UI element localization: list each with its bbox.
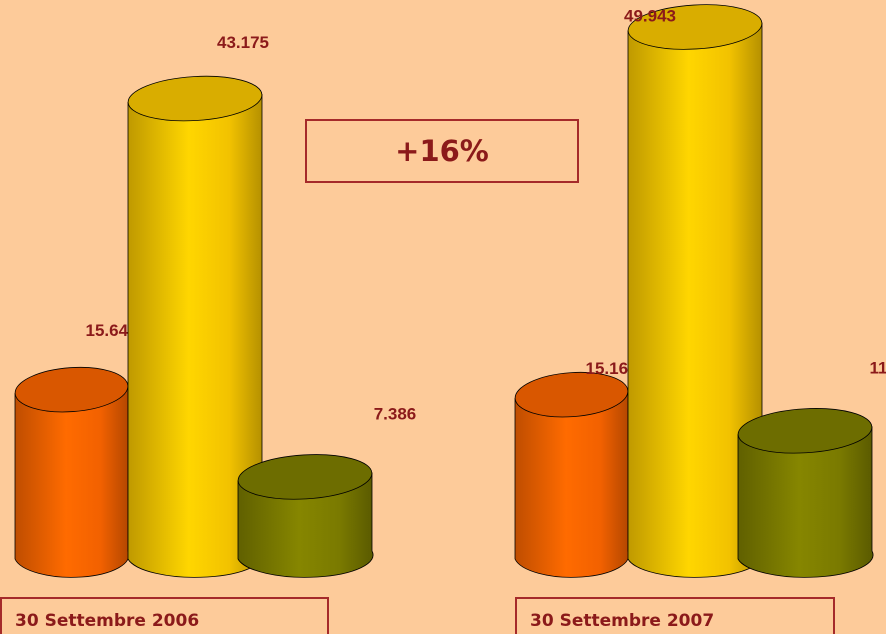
value-label: 15.642 xyxy=(86,321,138,340)
value-label: 43.175 xyxy=(217,33,269,52)
cylinder-top xyxy=(237,454,373,500)
cylinder-top xyxy=(127,75,263,122)
category-box xyxy=(0,597,329,634)
cylinder-top xyxy=(627,4,763,50)
annotation: +16% xyxy=(395,134,489,168)
value-label: 7.386 xyxy=(374,404,417,423)
cylinder xyxy=(237,472,374,578)
annotation-box xyxy=(305,119,579,183)
value-label: 11.748 xyxy=(869,358,886,377)
category-box xyxy=(515,597,835,634)
cylinder xyxy=(737,426,874,578)
value-label: 15.166 xyxy=(586,359,638,378)
category-label: 30 Settembre 2006 xyxy=(15,611,199,631)
cylinder xyxy=(14,385,130,578)
cylinder-top xyxy=(737,408,873,454)
category-label: 30 Settembre 2007 xyxy=(530,611,714,631)
cylinder xyxy=(514,390,630,578)
value-label: 49.943 xyxy=(624,6,676,25)
